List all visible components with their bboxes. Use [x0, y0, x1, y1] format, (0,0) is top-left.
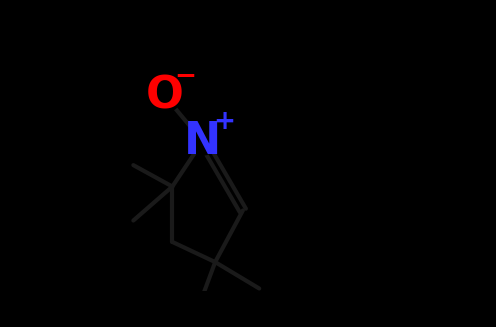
- Text: +: +: [213, 109, 235, 135]
- Text: −: −: [175, 64, 196, 90]
- Text: N: N: [184, 120, 221, 163]
- Circle shape: [148, 79, 181, 112]
- Text: O: O: [146, 75, 184, 117]
- Circle shape: [189, 128, 216, 155]
